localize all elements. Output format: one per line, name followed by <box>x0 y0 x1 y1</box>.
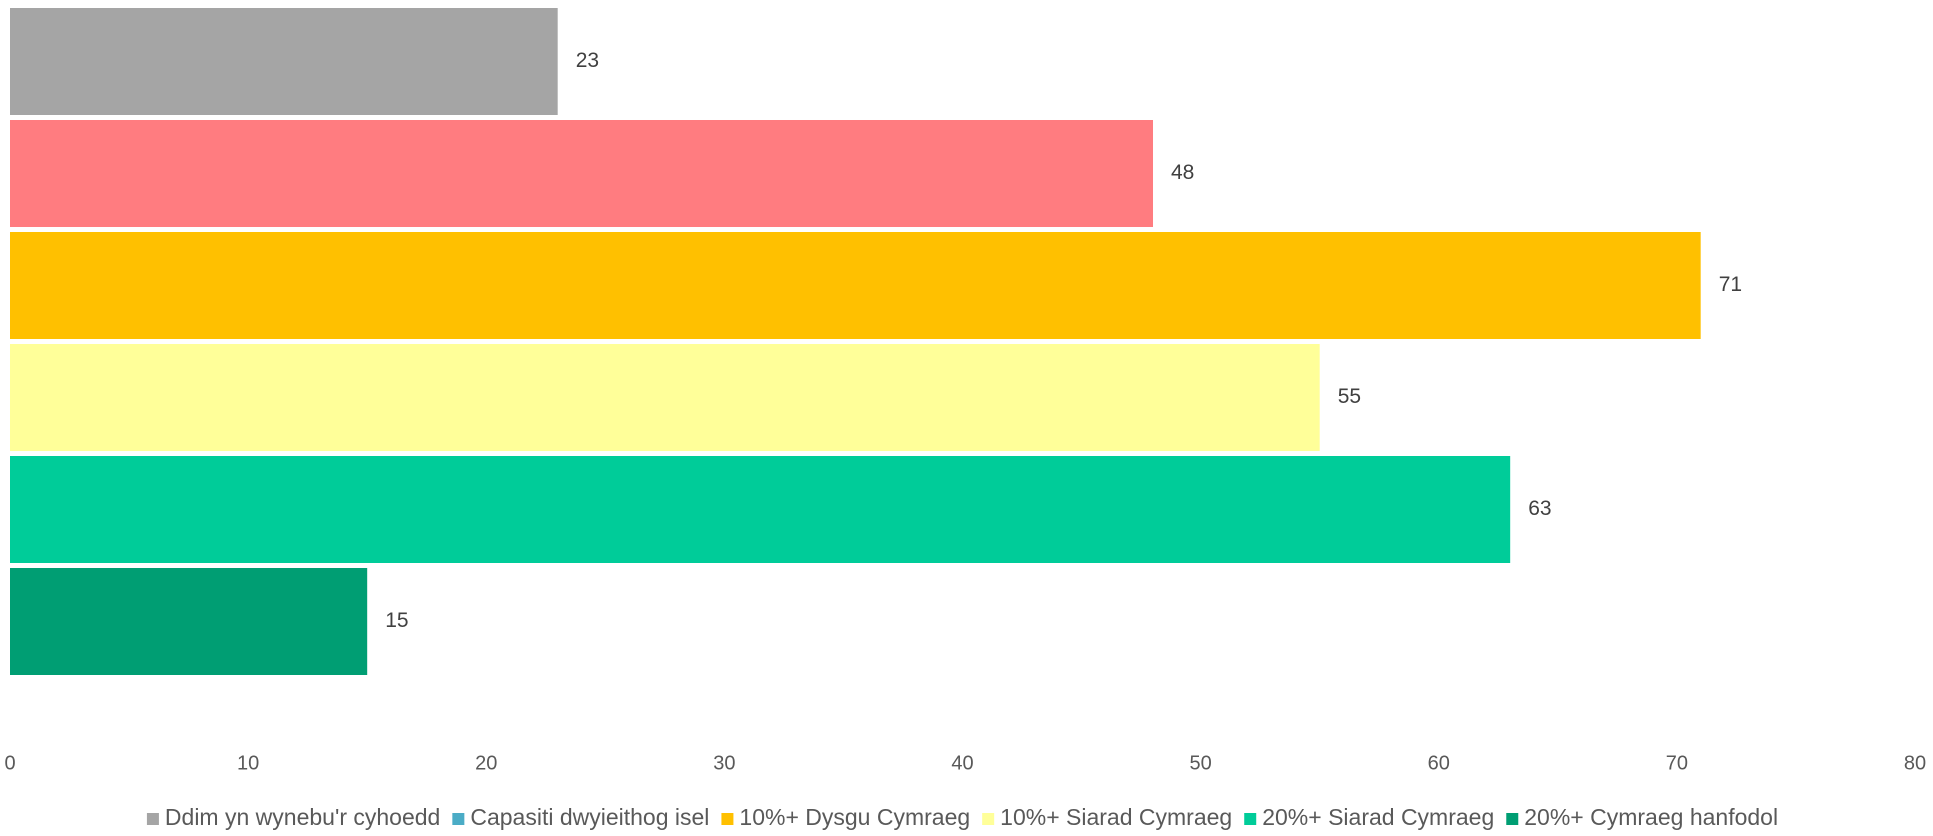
x-tick-label: 50 <box>1190 752 1212 774</box>
data-label: 15 <box>385 609 408 632</box>
x-tick-label: 30 <box>713 752 735 774</box>
bar <box>10 8 558 115</box>
legend-swatch <box>721 813 734 825</box>
bar <box>10 568 368 675</box>
legend-swatch <box>982 813 995 825</box>
data-label: 63 <box>1528 497 1551 520</box>
legend-swatch <box>1506 813 1519 825</box>
data-label: 55 <box>1338 385 1361 408</box>
data-label: 48 <box>1171 161 1194 184</box>
x-tick-label: 80 <box>1904 752 1926 774</box>
legend-swatch <box>146 813 159 825</box>
bar <box>10 344 1320 451</box>
x-tick-label: 20 <box>475 752 497 774</box>
legend-item: 10%+ Dysgu Cymraeg <box>721 804 970 830</box>
legend-label: 10%+ Dysgu Cymraeg <box>739 804 970 830</box>
legend-label: 20%+ Cymraeg hanfodol <box>1524 804 1778 830</box>
bar <box>10 456 1511 563</box>
x-tick-label: 70 <box>1666 752 1688 774</box>
legend-item: Ddim yn wynebu'r cyhoedd <box>146 804 440 830</box>
legend-swatch <box>452 813 465 825</box>
legend-item: Capasiti dwyieithog isel <box>452 804 709 830</box>
legend-item: 20%+ Siarad Cymraeg <box>1244 804 1494 830</box>
x-tick-label: 40 <box>951 752 973 774</box>
legend-label: Ddim yn wynebu'r cyhoedd <box>165 804 440 830</box>
bar <box>10 120 1153 227</box>
legend-label: 20%+ Siarad Cymraeg <box>1262 804 1494 830</box>
x-tick-label: 10 <box>237 752 259 774</box>
legend-item: 10%+ Siarad Cymraeg <box>982 804 1232 830</box>
legend-item: 20%+ Cymraeg hanfodol <box>1506 804 1778 830</box>
bar <box>10 232 1701 339</box>
data-label: 23 <box>576 49 599 72</box>
legend-label: 10%+ Siarad Cymraeg <box>1000 804 1232 830</box>
x-tick-label: 0 <box>4 752 15 774</box>
x-tick-label: 60 <box>1428 752 1450 774</box>
data-label: 71 <box>1719 273 1742 296</box>
legend-label: Capasiti dwyieithog isel <box>470 804 709 830</box>
legend-swatch <box>1244 813 1257 825</box>
